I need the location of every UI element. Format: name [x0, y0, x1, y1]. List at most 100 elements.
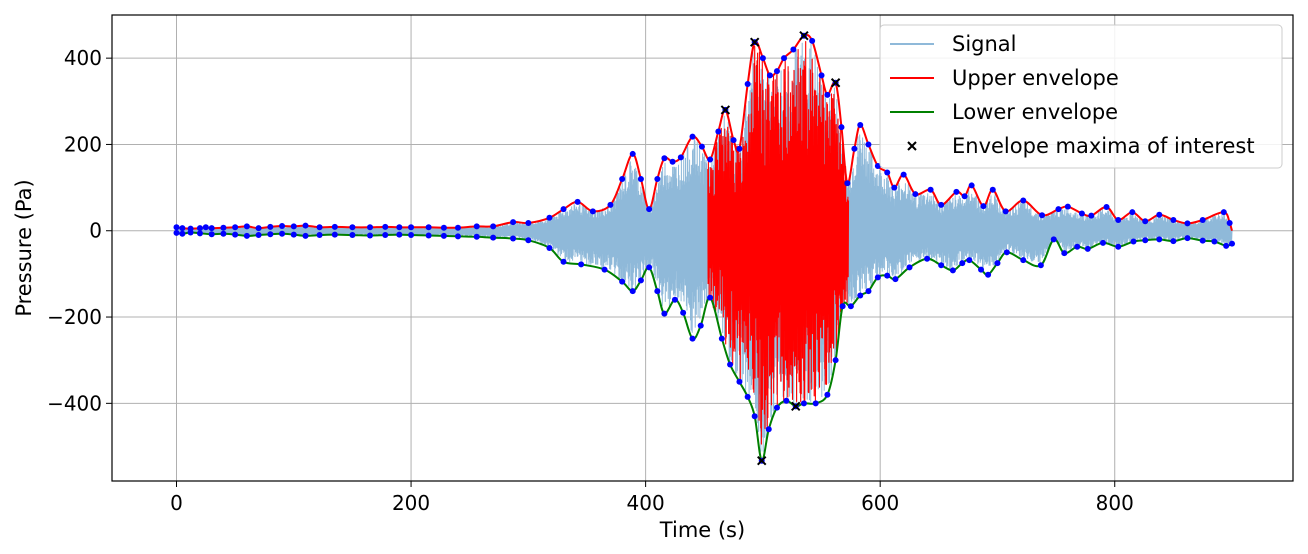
upper-extremum-point	[953, 188, 960, 195]
lower-extremum-point	[510, 235, 517, 242]
y-axis-label: Pressure (Pa)	[12, 179, 36, 316]
upper-extremum-point	[1078, 210, 1085, 217]
upper-extremum-point	[382, 223, 389, 230]
upper-extremum-point	[173, 224, 180, 231]
legend-label-lower-envelope: Lower envelope	[952, 100, 1118, 124]
upper-extremum-point	[619, 175, 626, 182]
lower-extremum-point	[1184, 235, 1191, 242]
lower-extremum-point	[689, 335, 696, 342]
highlighted-signal-segment	[707, 41, 850, 445]
marker-stroke	[720, 105, 731, 115]
upper-extremum-point	[1088, 212, 1095, 219]
upper-extremum-point	[790, 46, 797, 53]
lower-extremum-point	[578, 261, 585, 268]
lower-extremum-point	[847, 303, 854, 310]
upper-extremum-point	[781, 55, 788, 62]
maximum-of-interest-marker	[720, 105, 731, 115]
lower-extremum-point	[173, 229, 180, 236]
marker-stroke	[749, 37, 760, 47]
upper-extremum-point	[232, 224, 239, 231]
upper-extremum-point	[884, 169, 891, 176]
lower-extremum-point	[1061, 250, 1068, 257]
upper-extremum-point	[677, 154, 684, 161]
y-tick-label: 0	[89, 219, 102, 243]
upper-extremum-point	[255, 225, 262, 232]
lower-extremum-point	[454, 233, 461, 240]
lower-extremum-point	[727, 361, 734, 368]
lower-extremum-point	[290, 231, 297, 238]
upper-extremum-point	[574, 198, 581, 205]
upper-extremum-point	[396, 224, 403, 231]
maximum-of-interest-marker	[830, 78, 841, 88]
lower-extremum-point	[1003, 249, 1010, 256]
upper-extremum-point	[938, 201, 945, 208]
upper-extremum-point	[736, 145, 743, 152]
lower-extremum-point	[718, 335, 725, 342]
lower-extremum-point	[382, 232, 389, 239]
upper-extremum-point	[980, 203, 987, 210]
lower-extremum-point	[892, 276, 899, 283]
upper-extremum-point	[1064, 203, 1071, 210]
lower-extremum-point	[525, 237, 532, 244]
upper-extremum-point	[1226, 219, 1233, 226]
upper-extremum-point	[589, 208, 596, 215]
lower-extremum-point	[978, 266, 985, 273]
highlighted-signal-line	[707, 41, 850, 445]
maximum-of-interest-marker	[799, 31, 809, 41]
marker-stroke	[791, 401, 801, 412]
lower-extremum-point	[949, 267, 956, 274]
upper-extremum-point	[473, 223, 480, 230]
lower-extremum-point	[187, 229, 194, 236]
x-axis-label: Time (s)	[659, 518, 745, 542]
upper-extremum-point	[629, 150, 636, 157]
lower-extremum-point	[857, 292, 864, 299]
maximum-of-interest-marker	[749, 37, 760, 47]
lower-extremum-point	[232, 231, 239, 238]
upper-extremum-point	[912, 191, 919, 198]
upper-extremum-point	[865, 141, 872, 148]
upper-extremum-point	[824, 91, 831, 98]
upper-extremum-point	[546, 214, 553, 221]
upper-extremum-point	[689, 133, 696, 140]
axis-ticks: 0 200 400 600 800 −400 −200 0 200 400	[47, 46, 1134, 515]
upper-extremum-point	[302, 222, 309, 229]
upper-extremum-point	[425, 224, 432, 231]
upper-extremum-point	[759, 55, 766, 62]
upper-extremum-point	[490, 223, 497, 230]
legend: Signal Upper envelope Lower envelope Env…	[879, 24, 1283, 169]
envelope-maxima-markers	[720, 31, 841, 466]
upper-extremum-point	[844, 180, 851, 187]
lower-extremum-point	[490, 234, 497, 241]
lower-extremum-point	[208, 231, 215, 238]
lower-extremum-point	[736, 378, 743, 385]
upper-extremum-point	[730, 137, 737, 144]
lower-extremum-point	[243, 232, 250, 239]
upper-extremum-point	[1115, 216, 1122, 223]
y-tick-label: 400	[64, 46, 102, 70]
upper-extremum-point	[646, 206, 653, 213]
lower-extremum-point	[196, 230, 203, 237]
upper-extremum-point	[851, 145, 858, 152]
lower-extremum-point	[884, 272, 891, 279]
upper-extremum-point	[1184, 220, 1191, 227]
lower-extremum-point	[425, 232, 432, 239]
lower-extremum-point	[832, 357, 839, 364]
lower-extremum-point	[560, 258, 567, 265]
lower-extremum-point	[959, 260, 966, 267]
x-tick-label: 800	[1096, 491, 1134, 515]
upper-extremum-point	[454, 224, 461, 231]
upper-extremum-point	[331, 223, 338, 230]
upper-extremum-point	[669, 158, 676, 165]
upper-extremum-point	[1220, 209, 1227, 216]
upper-extremum-point	[766, 72, 773, 79]
lower-extremum-point	[966, 257, 973, 264]
lower-extremum-point	[1199, 237, 1206, 244]
upper-extremum-point	[525, 219, 532, 226]
x-tick-label: 0	[170, 491, 183, 515]
lower-extremum-point	[812, 400, 819, 407]
lower-extremum-point	[1156, 236, 1163, 243]
upper-extremum-point	[607, 201, 614, 208]
lower-extremum-point	[1020, 257, 1027, 264]
lower-extremum-point	[765, 426, 772, 433]
